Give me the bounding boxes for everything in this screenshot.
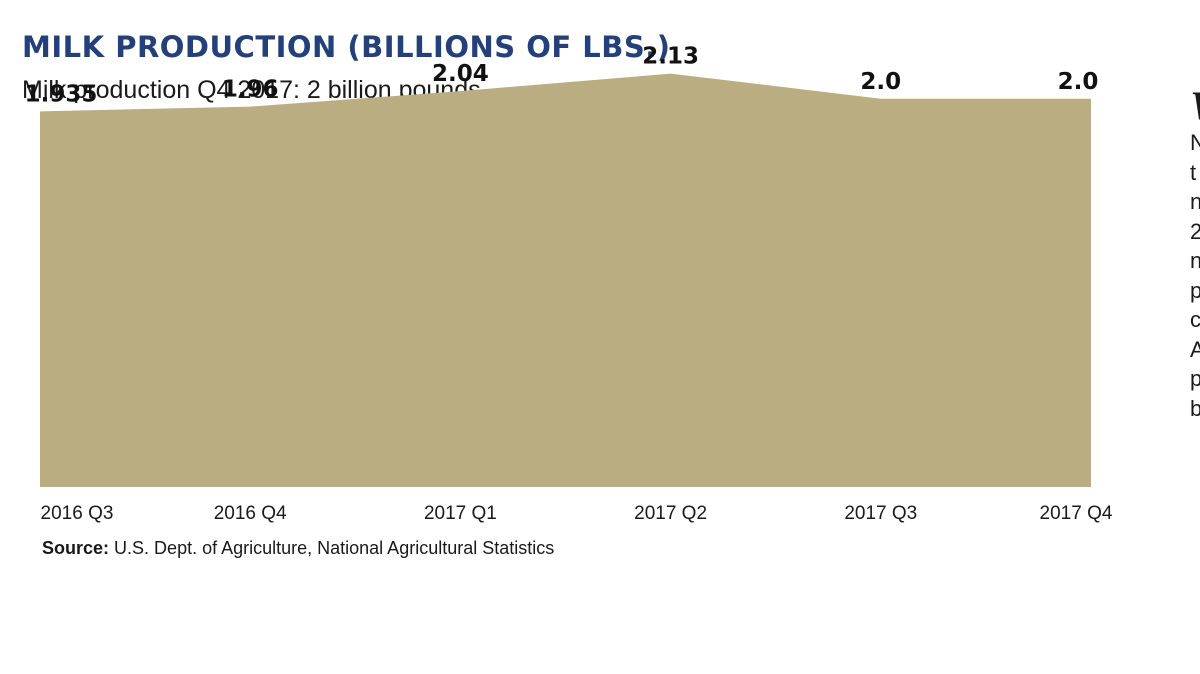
source-label: Source:	[42, 538, 110, 558]
x-tick-label: 2016 Q4	[214, 503, 287, 524]
x-tick-label: 2017 Q2	[634, 503, 707, 524]
side-article-line: n	[1190, 189, 1200, 214]
source-note: Source: U.S. Dept. of Agriculture, Natio…	[42, 538, 554, 559]
data-value-label: 1.96	[222, 77, 279, 103]
x-tick-label: 2017 Q3	[844, 503, 917, 524]
side-article-line: 2	[1190, 218, 1200, 244]
side-article-line: t	[1190, 159, 1197, 185]
x-tick-label: 2017 Q1	[424, 503, 497, 524]
data-value-label: 2.0	[1058, 69, 1099, 95]
side-article-heading: W	[1190, 84, 1200, 128]
source-text: U.S. Dept. of Agriculture, National Agri…	[114, 538, 555, 558]
side-article-line: p	[1190, 277, 1200, 303]
side-article-line: N	[1190, 130, 1200, 155]
data-value-label: 2.0	[860, 69, 901, 95]
side-article-line: p	[1190, 366, 1200, 391]
production-area	[40, 73, 1091, 487]
side-article-line: A	[1190, 336, 1200, 362]
chart-title: MILK PRODUCTION (BILLIONS OF LBS.)	[22, 30, 671, 64]
data-value-label: 2.04	[432, 61, 489, 87]
data-value-label: 1.935	[25, 81, 98, 107]
data-value-label: 2.13	[642, 44, 699, 70]
x-tick-label: 2016 Q3	[41, 503, 114, 524]
area-chart: 1.935 1.96 2.04 2.13 2.0 2.0 2016 Q3 2016 Q4 20…	[25, 44, 1113, 524]
side-article-line: n	[1190, 248, 1200, 273]
side-article-line: c	[1190, 307, 1200, 332]
x-tick-label: 2017 Q4	[1040, 503, 1113, 524]
side-article-line: b	[1190, 395, 1200, 421]
